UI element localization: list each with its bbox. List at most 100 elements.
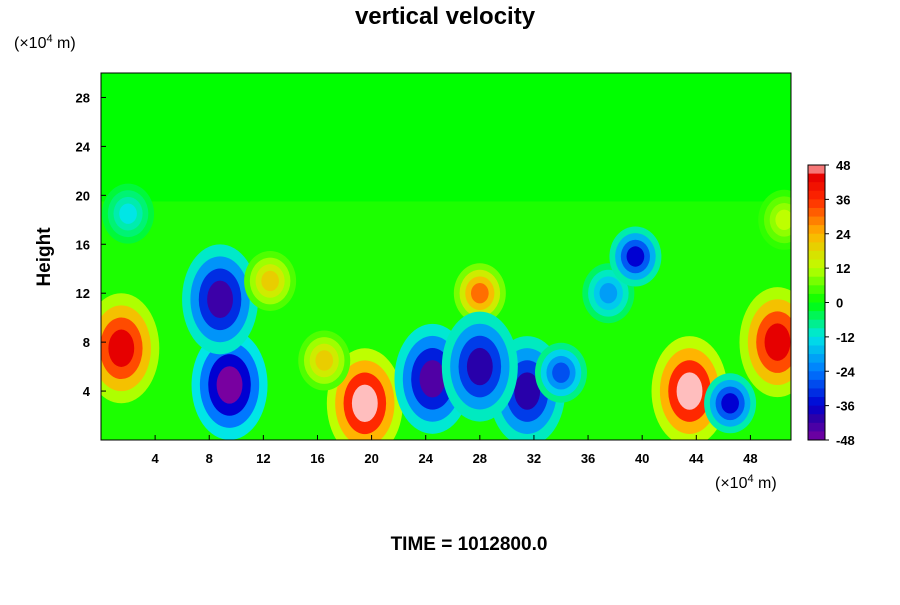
x-unit-label: (×104 m) (715, 473, 777, 492)
contour-field (101, 183, 791, 440)
colorbar-segment (808, 302, 825, 312)
contour-feature (758, 189, 791, 250)
contour-level-3 (351, 384, 378, 422)
contour-feature (739, 287, 791, 398)
y-tick-label: 8 (83, 335, 90, 350)
contour-feature (535, 342, 587, 403)
colorbar: 48 36 24 12 0 -12 -24 -36 -48 (807, 158, 856, 448)
colorbar-segment (808, 336, 825, 346)
x-tick-label: 36 (581, 451, 595, 466)
colorbar-tick-label: -12 (836, 330, 855, 345)
y-tick-label: 24 (76, 139, 91, 154)
colorbar-segment (808, 233, 825, 243)
colorbar-segment (808, 165, 825, 175)
colorbar-segment (808, 328, 825, 338)
colorbar-segment (808, 379, 825, 389)
colorbar-segment (808, 431, 825, 441)
contour-feature (182, 244, 259, 355)
contour-level-3 (466, 347, 493, 386)
colorbar-segment (808, 285, 825, 295)
contour-level-3 (599, 283, 618, 304)
contour-level-3 (721, 393, 739, 414)
colorbar-segment (808, 199, 825, 209)
colorbar-segment (808, 397, 825, 407)
colorbar-tick-label: 36 (836, 192, 850, 207)
y-tick-label: 28 (76, 90, 90, 105)
colorbar-segment (808, 173, 825, 183)
colorbar-segment (808, 190, 825, 200)
contour-level-3 (261, 270, 279, 292)
colorbar-segment (808, 345, 825, 355)
x-tick-label: 32 (527, 451, 541, 466)
y-tick-label: 20 (76, 188, 90, 203)
x-tick-label: 4 (152, 451, 160, 466)
contour-level-3 (315, 350, 334, 371)
colorbar-segment (808, 422, 825, 432)
colorbar-segment (808, 354, 825, 364)
contour-feature (298, 330, 351, 391)
contour-feature (101, 293, 160, 404)
colorbar-tick-label: -24 (836, 364, 856, 379)
colorbar-segment (808, 276, 825, 286)
x-tick-label: 48 (743, 451, 757, 466)
contour-level-3 (764, 323, 791, 361)
colorbar-segment (808, 207, 825, 218)
y-axis-label: Height (34, 227, 55, 287)
x-tick-label: 20 (364, 451, 378, 466)
contour-level-3 (514, 372, 541, 410)
colorbar-segment (808, 293, 825, 303)
contour-level-3 (552, 362, 570, 383)
colorbar-segment (808, 259, 825, 269)
colorbar-tick-label: 24 (836, 227, 851, 242)
y-unit-label: (×104 m) (14, 33, 76, 52)
contour-level-3 (216, 366, 243, 404)
contour-level-3 (419, 360, 446, 398)
contour-feature (453, 263, 506, 324)
contour-level-3 (470, 283, 489, 304)
y-axis-ticks: 4 8 12 16 20 24 28 (76, 90, 106, 399)
colorbar-segment (808, 242, 825, 252)
x-tick-label: 24 (418, 451, 433, 466)
x-axis-ticks: 4 8 12 16 20 24 28 32 36 40 44 48 (152, 435, 758, 466)
contour-feature (191, 329, 268, 440)
colorbar-segment (808, 268, 825, 278)
colorbar-segment (808, 371, 825, 381)
colorbar-segment (808, 405, 825, 415)
contour-level-3 (626, 246, 645, 267)
colorbar-segment (808, 388, 825, 398)
x-tick-label: 40 (635, 451, 649, 466)
colorbar-segment (808, 311, 825, 321)
contour-level-3 (676, 372, 703, 410)
colorbar-segment (808, 225, 825, 235)
colorbar-tick-label: 48 (836, 158, 850, 173)
colorbar-segment (808, 182, 825, 192)
y-tick-label: 4 (83, 384, 91, 399)
x-tick-label: 16 (310, 451, 324, 466)
contour-feature (102, 183, 155, 244)
contour-level-3 (207, 280, 233, 319)
colorbar-segment (808, 319, 825, 329)
colorbar-segment (808, 362, 825, 372)
x-tick-label: 28 (473, 451, 487, 466)
contour-feature (244, 250, 297, 311)
colorbar-segment (808, 216, 825, 226)
time-label: TIME = 1012800.0 (391, 534, 548, 555)
x-tick-label: 44 (689, 451, 704, 466)
x-tick-label: 12 (256, 451, 270, 466)
contour-feature (704, 373, 757, 434)
colorbar-tick-label: -48 (836, 433, 855, 448)
contour-level-3 (108, 329, 135, 367)
y-tick-label: 16 (76, 237, 90, 252)
contour-level-3 (775, 209, 791, 230)
contour-level-3 (119, 203, 137, 224)
chart-title: vertical velocity (355, 3, 536, 30)
colorbar-segment (808, 414, 825, 424)
colorbar-tick-label: -36 (836, 399, 855, 414)
contour-feature (609, 226, 662, 287)
colorbar-tick-label: 0 (836, 296, 843, 311)
y-tick-label: 12 (76, 286, 90, 301)
contour-feature (441, 311, 518, 422)
x-tick-label: 8 (206, 451, 213, 466)
colorbar-segment (808, 250, 825, 261)
